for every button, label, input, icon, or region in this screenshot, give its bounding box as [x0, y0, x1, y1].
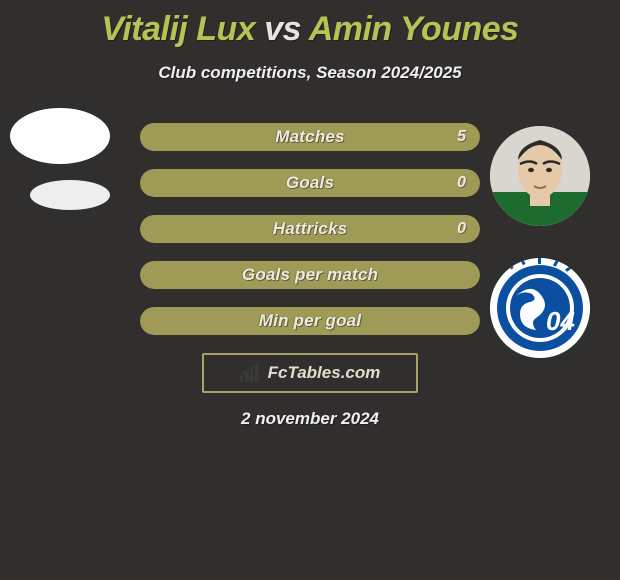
svg-text:04: 04 — [546, 306, 575, 336]
date-text: 2 november 2024 — [0, 409, 620, 429]
chart-icon — [240, 364, 262, 382]
stats-container: 5Matches 0Goals 0Hattricks Goals per match M… — [140, 123, 480, 335]
stat-row: 5Matches — [140, 123, 480, 151]
stat-label: Matches — [140, 123, 480, 151]
page-title: Vitalij Lux vs Amin Younes — [0, 0, 620, 49]
brand-box: FcTables.com — [202, 353, 418, 393]
subtitle: Club competitions, Season 2024/2025 — [0, 63, 620, 83]
player2-avatar — [490, 126, 590, 226]
player1-club-placeholder — [30, 180, 110, 210]
title-player2: Amin Younes — [309, 10, 519, 48]
brand-text: FcTables.com — [268, 363, 381, 383]
title-vs: vs — [264, 10, 301, 48]
player2-club-badge: 04 — [490, 258, 590, 358]
stat-row: 0Goals — [140, 169, 480, 197]
stat-label: Goals per match — [140, 261, 480, 289]
stat-row: 0Hattricks — [140, 215, 480, 243]
title-player1: Vitalij Lux — [101, 10, 255, 48]
stat-row: Goals per match — [140, 261, 480, 289]
stat-row: Min per goal — [140, 307, 480, 335]
stat-label: Goals — [140, 169, 480, 197]
stat-label: Hattricks — [140, 215, 480, 243]
stat-label: Min per goal — [140, 307, 480, 335]
player1-avatar-placeholder — [10, 108, 110, 164]
